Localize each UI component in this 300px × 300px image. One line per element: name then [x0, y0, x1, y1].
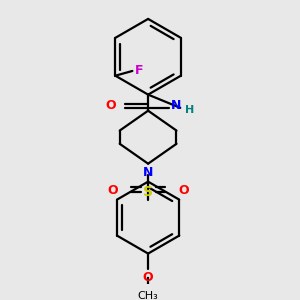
Text: F: F: [135, 64, 144, 77]
Text: N: N: [171, 100, 182, 112]
Text: O: O: [178, 184, 189, 197]
Text: N: N: [143, 166, 153, 178]
Text: CH₃: CH₃: [138, 291, 158, 300]
Text: H: H: [185, 105, 194, 115]
Text: O: O: [107, 184, 118, 197]
Text: O: O: [105, 100, 116, 112]
Text: O: O: [143, 271, 153, 284]
Text: S: S: [143, 185, 153, 199]
